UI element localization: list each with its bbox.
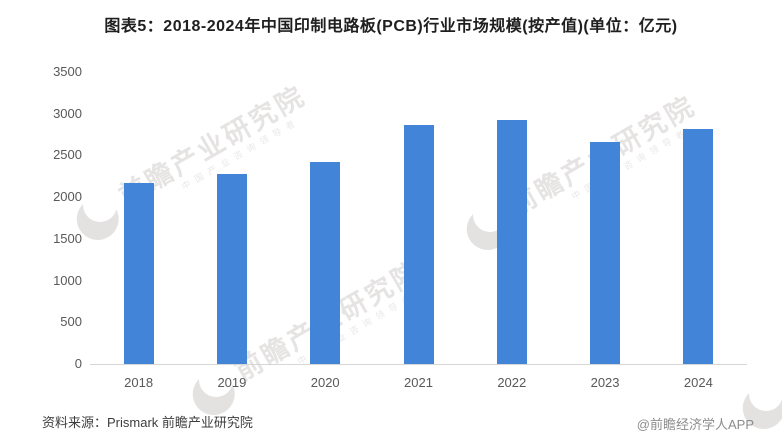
y-tick-label: 1500 [53,230,82,246]
bar-2022 [496,119,527,364]
y-tick-label: 0 [74,356,82,371]
source-text: 资料来源：Prismark 前瞻产业研究院 [42,415,253,430]
y-tick-label: 3500 [53,64,82,79]
x-tick-label: 2023 [590,375,620,390]
y-tick-label: 500 [60,314,82,330]
y-tick-label: 3000 [53,105,82,121]
y-tick-label: 1000 [53,272,82,288]
y-tick-label: 2500 [53,147,82,163]
bar-2019 [216,173,247,364]
y-tick-label: 2000 [53,189,82,205]
x-tick-label: 2019 [217,375,247,390]
bar-2024 [683,129,714,364]
credit-text: @前瞻经济学人APP [636,417,754,432]
bar-2020 [310,162,341,364]
x-axis-line [90,364,747,365]
x-tick-label: 2024 [683,375,713,390]
bar-2018 [123,182,154,364]
bar-2023 [590,142,621,364]
x-tick-label: 2018 [124,375,154,390]
x-tick-label: 2022 [497,375,527,390]
bar-2021 [403,124,434,364]
chart-title: 图表5：2018-2024年中国印制电路板(PCB)行业市场规模(按产值)(单位… [104,18,678,35]
x-tick-label: 2020 [310,375,340,390]
x-tick-label: 2021 [404,375,433,390]
